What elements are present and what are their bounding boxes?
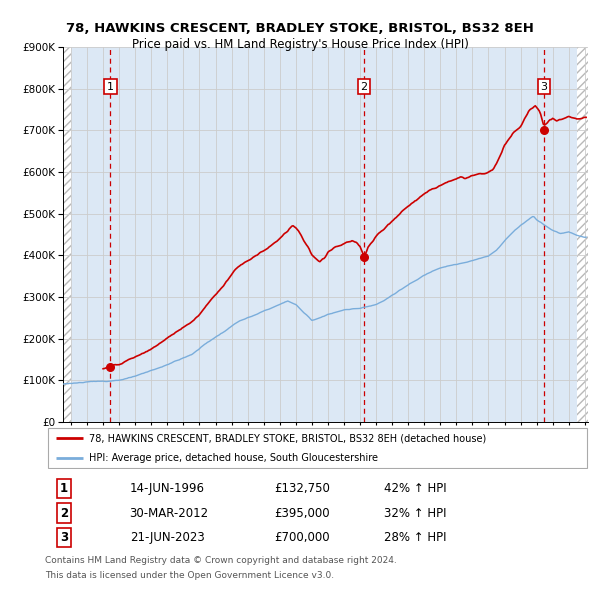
Text: 3: 3 — [541, 81, 548, 91]
Text: Contains HM Land Registry data © Crown copyright and database right 2024.: Contains HM Land Registry data © Crown c… — [45, 556, 397, 565]
Text: £700,000: £700,000 — [274, 531, 330, 544]
Text: £132,750: £132,750 — [274, 482, 330, 495]
Text: 30-MAR-2012: 30-MAR-2012 — [130, 507, 209, 520]
Text: HPI: Average price, detached house, South Gloucestershire: HPI: Average price, detached house, Sout… — [89, 453, 377, 463]
Text: 14-JUN-1996: 14-JUN-1996 — [130, 482, 205, 495]
FancyBboxPatch shape — [48, 428, 587, 468]
Text: 28% ↑ HPI: 28% ↑ HPI — [383, 531, 446, 544]
Text: 1: 1 — [60, 482, 68, 495]
Text: 21-JUN-2023: 21-JUN-2023 — [130, 531, 205, 544]
Text: 42% ↑ HPI: 42% ↑ HPI — [383, 482, 446, 495]
Text: 2: 2 — [361, 81, 368, 91]
Text: 3: 3 — [60, 531, 68, 544]
Text: Price paid vs. HM Land Registry's House Price Index (HPI): Price paid vs. HM Land Registry's House … — [131, 38, 469, 51]
Text: 2: 2 — [60, 507, 68, 520]
Text: 78, HAWKINS CRESCENT, BRADLEY STOKE, BRISTOL, BS32 8EH: 78, HAWKINS CRESCENT, BRADLEY STOKE, BRI… — [66, 22, 534, 35]
Text: 1: 1 — [107, 81, 114, 91]
Text: £395,000: £395,000 — [274, 507, 330, 520]
Text: This data is licensed under the Open Government Licence v3.0.: This data is licensed under the Open Gov… — [45, 571, 334, 579]
Text: 78, HAWKINS CRESCENT, BRADLEY STOKE, BRISTOL, BS32 8EH (detached house): 78, HAWKINS CRESCENT, BRADLEY STOKE, BRI… — [89, 433, 486, 443]
Text: 32% ↑ HPI: 32% ↑ HPI — [383, 507, 446, 520]
